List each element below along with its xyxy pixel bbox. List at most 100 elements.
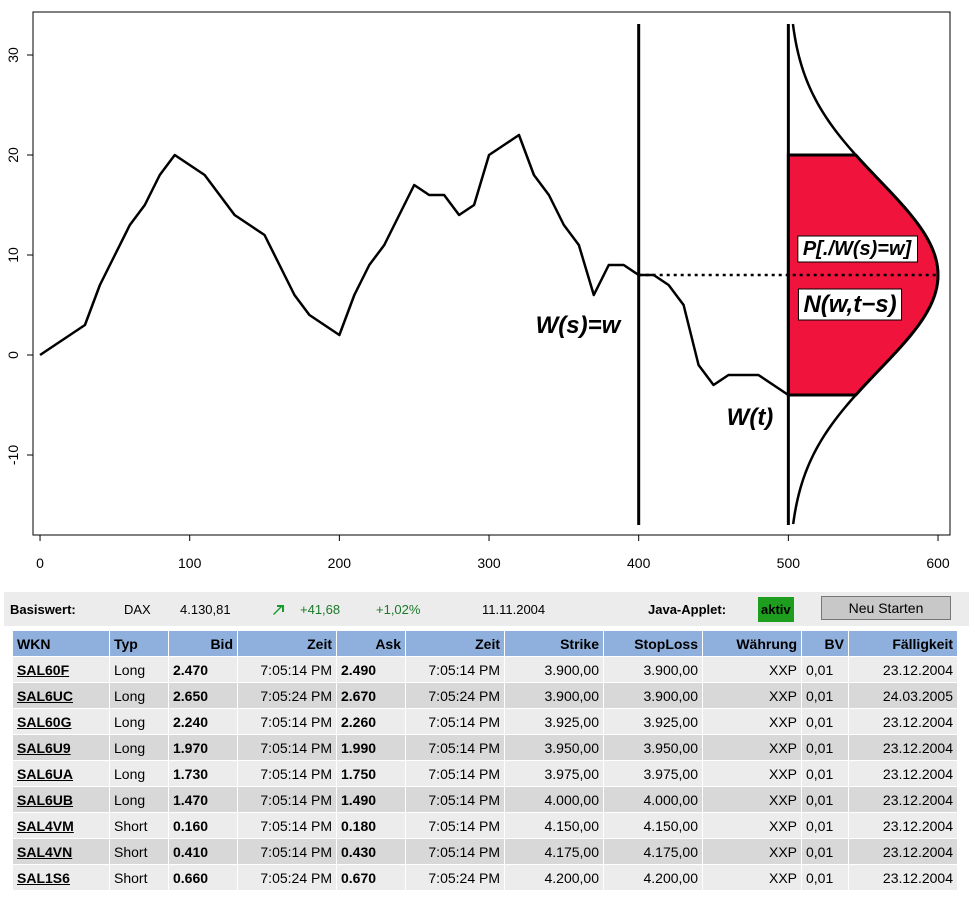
table-row: SAL4VM Short 0.160 7:05:14 PM 0.180 7:05:14 P…	[12, 812, 958, 839]
table-cell: 7:05:14 PM	[237, 786, 337, 813]
y-tick-label: 10	[5, 247, 21, 263]
table-cell: 0,01	[801, 786, 849, 813]
table-cell: 2.470	[168, 656, 238, 683]
table-row: SAL6U9 Long 1.970 7:05:14 PM 1.990 7:05:14 PM…	[12, 734, 958, 761]
table-cell: 7:05:24 PM	[237, 864, 337, 891]
table-cell[interactable]: SAL4VM	[12, 812, 110, 839]
table-cell: Long	[109, 786, 169, 813]
table-row: SAL1S6 Short 0.660 7:05:24 PM 0.670 7:05:24 P…	[12, 864, 958, 891]
table-cell: 3.975,00	[603, 760, 703, 787]
table-cell: 2.260	[336, 708, 406, 735]
change-pct: +1,02%	[376, 602, 421, 617]
x-tick-label: 400	[627, 555, 651, 571]
table-cell: Long	[109, 760, 169, 787]
plot-frame	[32, 11, 951, 536]
table-cell: XXP	[702, 734, 802, 761]
table-cell: 4.000,00	[603, 786, 703, 813]
table-cell[interactable]: SAL60F	[12, 656, 110, 683]
table-cell: 0,01	[801, 760, 849, 787]
table-cell: 0,01	[801, 812, 849, 839]
table-cell: 0.180	[336, 812, 406, 839]
table-cell: 1.730	[168, 760, 238, 787]
column-header: Typ	[109, 630, 169, 657]
table-cell: 7:05:24 PM	[237, 682, 337, 709]
table-cell: 0.410	[168, 838, 238, 865]
table-cell: 1.970	[168, 734, 238, 761]
y-tick-label: 0	[5, 351, 21, 359]
table-cell: 4.175,00	[504, 838, 604, 865]
table-cell: 4.200,00	[603, 864, 703, 891]
table-cell: 23.12.2004	[848, 734, 958, 761]
table-cell: 2.650	[168, 682, 238, 709]
restart-button[interactable]: Neu Starten	[821, 596, 951, 620]
column-header: Strike	[504, 630, 604, 657]
table-cell: 1.990	[336, 734, 406, 761]
table-cell: XXP	[702, 682, 802, 709]
info-bar: Basiswert: DAX 4.130,81 +41,68 +1,02% 11…	[4, 592, 969, 626]
density-curve	[791, 23, 940, 525]
status: aktiv	[758, 597, 794, 622]
table-cell: 0,01	[801, 656, 849, 683]
column-header: Zeit	[405, 630, 505, 657]
table-cell: 4.150,00	[603, 812, 703, 839]
x-tick-label: 300	[477, 555, 501, 571]
annotation: P[./W(s)=w]	[803, 238, 913, 260]
table-cell: 7:05:14 PM	[237, 760, 337, 787]
table-cell: 1.750	[336, 760, 406, 787]
table-cell: 23.12.2004	[848, 708, 958, 735]
table-cell[interactable]: SAL1S6	[12, 864, 110, 891]
table-cell: 7:05:24 PM	[405, 682, 505, 709]
column-header: Fälligkeit	[848, 630, 958, 657]
table-cell: Short	[109, 838, 169, 865]
table-cell: Long	[109, 656, 169, 683]
table-cell: 0,01	[801, 838, 849, 865]
table-cell: 23.12.2004	[848, 656, 958, 683]
table-cell: 3.900,00	[504, 682, 604, 709]
table-cell: 7:05:14 PM	[237, 734, 337, 761]
label: Java-Applet:	[648, 602, 727, 617]
table-cell: 4.200,00	[504, 864, 604, 891]
table-cell: 23.12.2004	[848, 760, 958, 787]
column-header: WKN	[12, 630, 110, 657]
table-cell: 2.670	[336, 682, 406, 709]
table-cell: 3.925,00	[603, 708, 703, 735]
table-row: SAL6UB Long 1.470 7:05:14 PM 1.490 7:05:14 PM…	[12, 786, 958, 813]
table-cell: Short	[109, 864, 169, 891]
x-tick-label: 200	[328, 555, 352, 571]
table-cell: 7:05:14 PM	[237, 812, 337, 839]
y-tick-label: 20	[5, 147, 21, 163]
table-cell: 0.660	[168, 864, 238, 891]
table-row: SAL6UA Long 1.730 7:05:14 PM 1.750 7:05:14 PM…	[12, 760, 958, 787]
table-cell: Long	[109, 734, 169, 761]
change: +41,68	[300, 602, 341, 617]
label: Basiswert:	[10, 602, 76, 617]
annotation-box	[797, 288, 903, 321]
table-cell[interactable]: SAL6UC	[12, 682, 110, 709]
table-cell: 7:05:24 PM	[405, 864, 505, 891]
table-cell: 7:05:14 PM	[405, 838, 505, 865]
level: 4.130,81	[180, 602, 231, 617]
line-series	[39, 133, 790, 397]
quote-table: WKN Typ Bid Zeit Ask Zeit Strike StopLoss Währun…	[12, 630, 958, 891]
x-tick-label: 600	[926, 555, 950, 571]
table-cell[interactable]: SAL6UA	[12, 760, 110, 787]
y-tick-label: -10	[5, 445, 21, 465]
column-header: Bid	[168, 630, 238, 657]
table-row: SAL60F Long 2.470 7:05:14 PM 2.490 7:05:14 PM…	[12, 656, 958, 683]
x-tick-label: 500	[777, 555, 801, 571]
column-header: StopLoss	[603, 630, 703, 657]
y-tick-label: 30	[5, 47, 21, 63]
table-cell: XXP	[702, 708, 802, 735]
table-cell: 0,01	[801, 682, 849, 709]
table-row: SAL4VN Short 0.410 7:05:14 PM 0.430 7:05:14 P…	[12, 838, 958, 865]
table-cell: 2.490	[336, 656, 406, 683]
table-cell[interactable]: SAL4VN	[12, 838, 110, 865]
table-cell: 7:05:14 PM	[237, 708, 337, 735]
table-cell: 4.175,00	[603, 838, 703, 865]
table-cell[interactable]: SAL6U9	[12, 734, 110, 761]
header-row: WKN Typ Bid Zeit Ask Zeit Strike StopLoss Währun…	[12, 630, 958, 657]
table-cell: 4.000,00	[504, 786, 604, 813]
table-cell: 3.900,00	[504, 656, 604, 683]
table-cell[interactable]: SAL60G	[12, 708, 110, 735]
table-cell[interactable]: SAL6UB	[12, 786, 110, 813]
